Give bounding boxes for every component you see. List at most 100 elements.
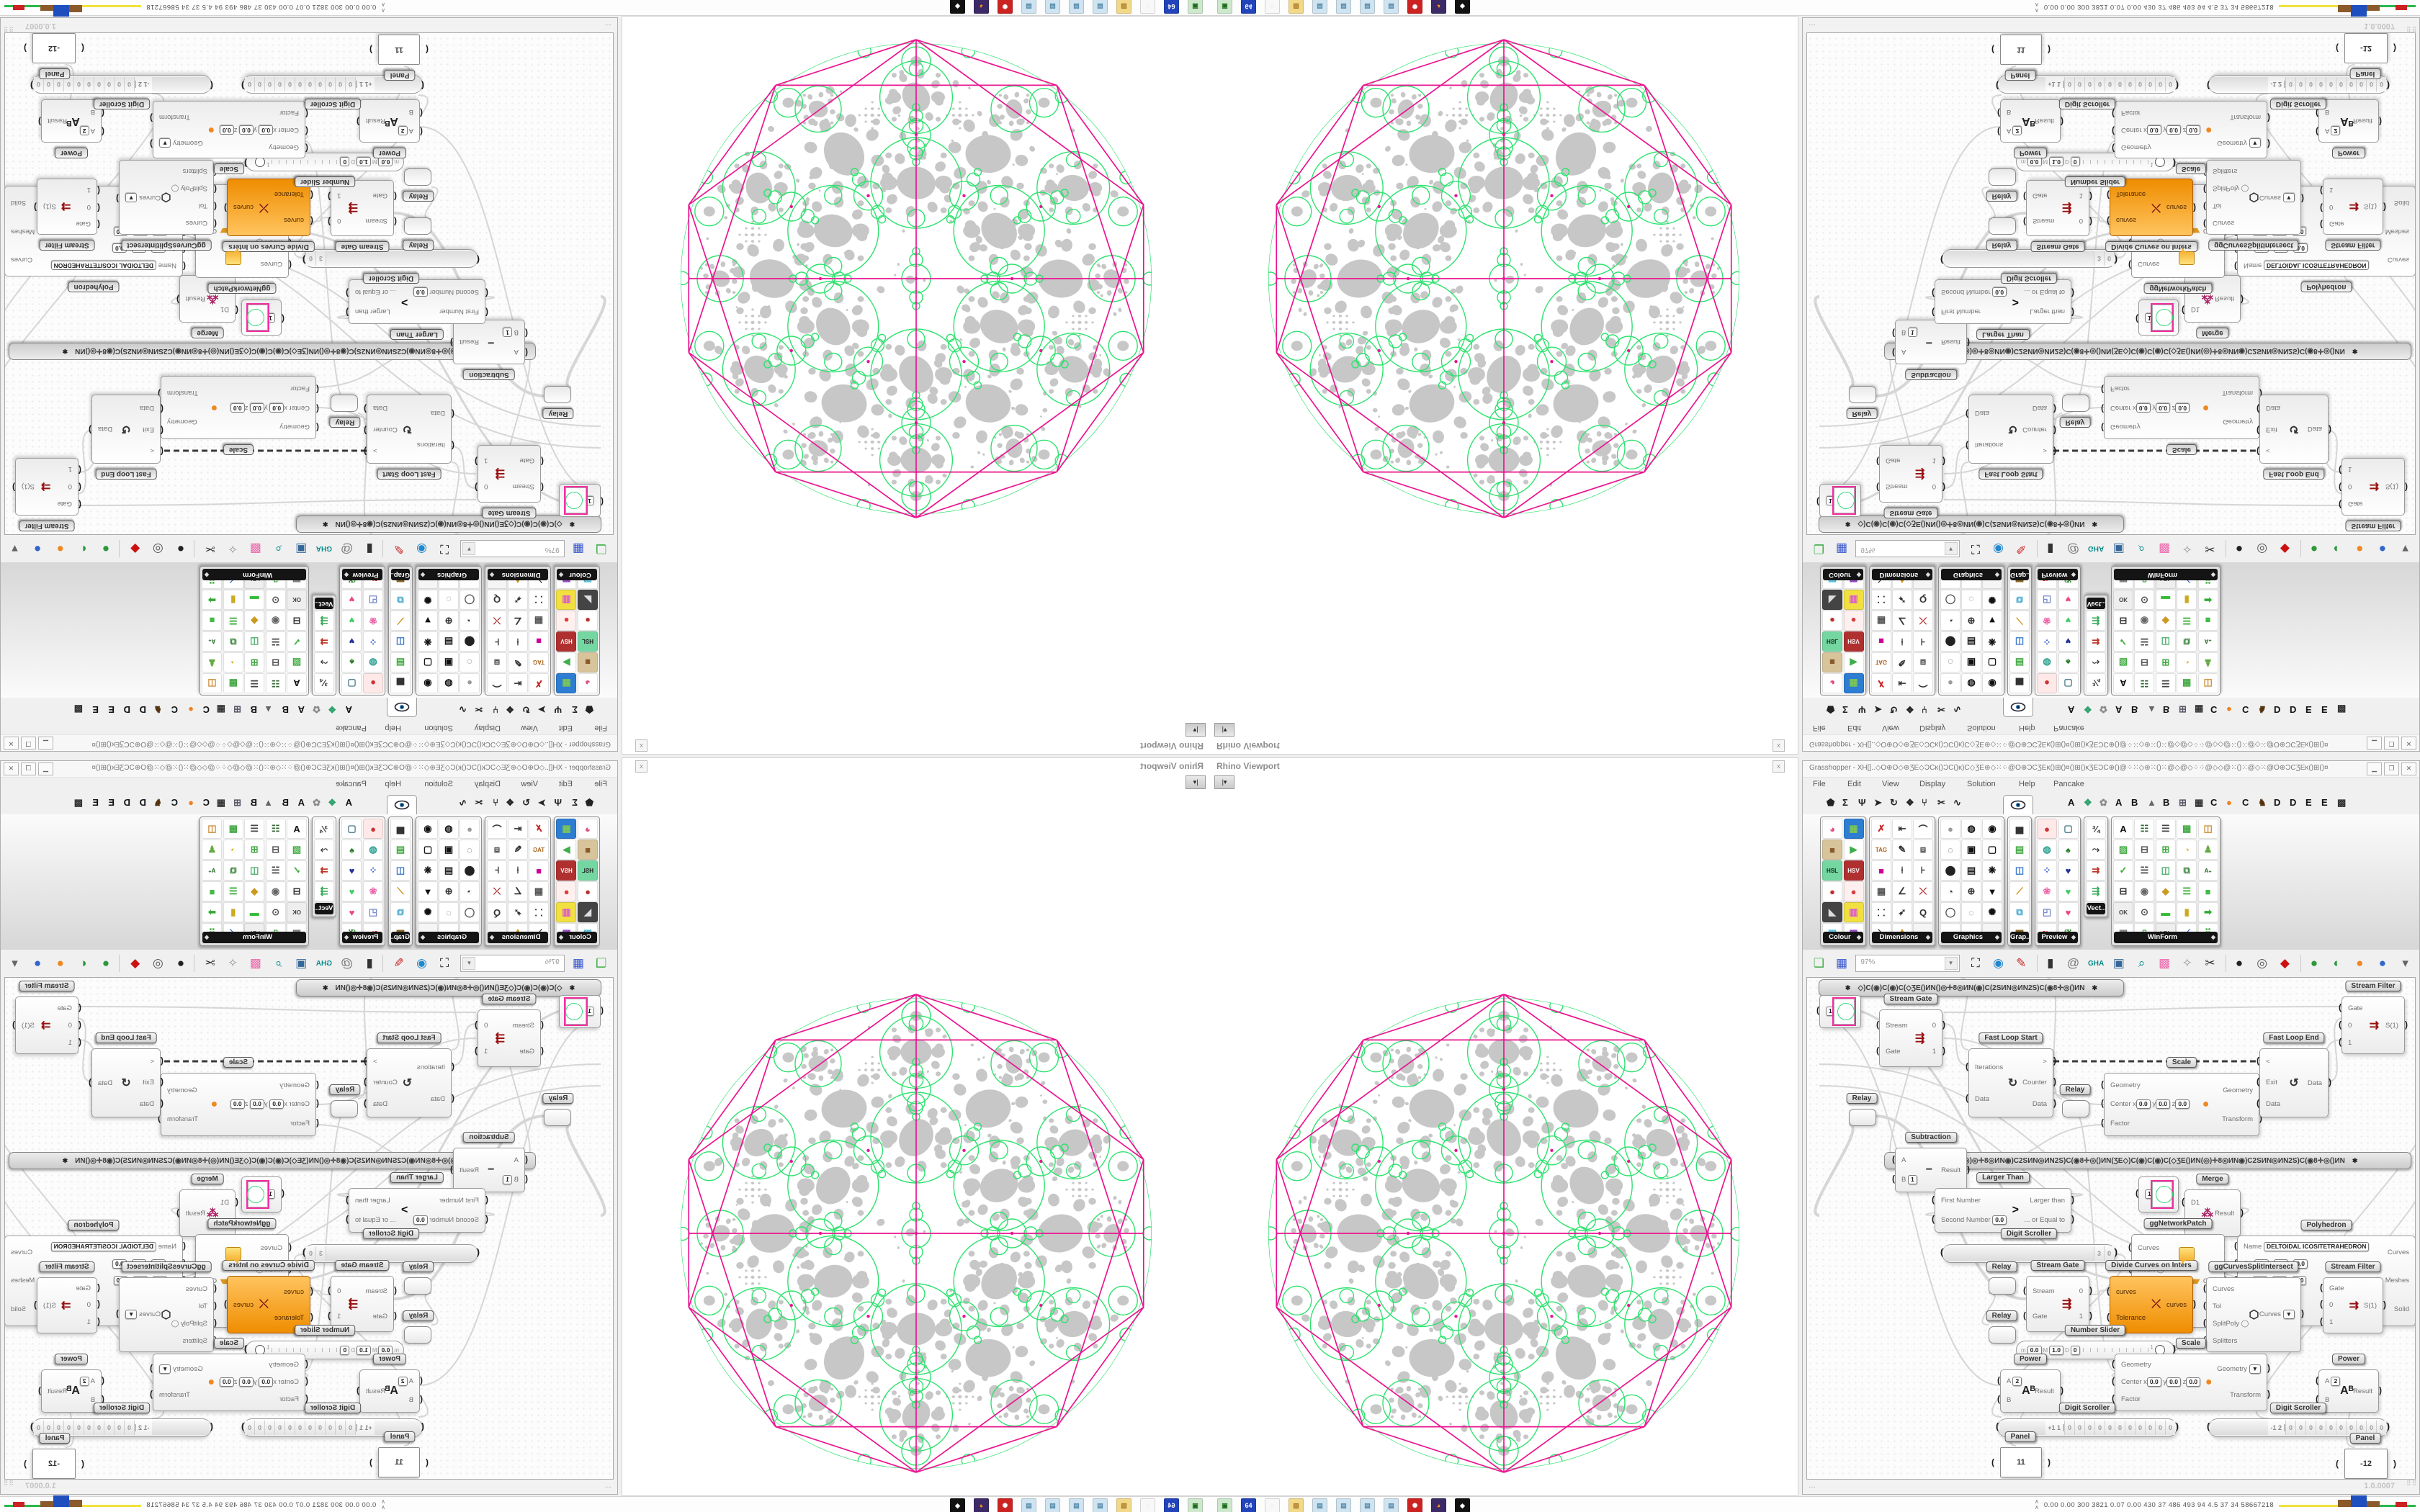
chevron-up-icon[interactable]: ∧ ∧ — [381, 1, 386, 14]
component-icon[interactable]: ⊙ — [2134, 902, 2155, 922]
component-icon[interactable]: ⟋ — [2009, 881, 2030, 901]
input-port[interactable]: A — [503, 1156, 519, 1165]
input-port[interactable]: Tol — [2203, 1301, 2247, 1311]
input-port[interactable]: Stream — [1876, 1020, 1907, 1030]
input-port[interactable]: Stream — [365, 216, 387, 225]
input-port[interactable]: Stream — [1886, 482, 1908, 492]
node-stream-filter-1[interactable]: Gate 0 1 ⇉ S(1) — [15, 458, 79, 516]
node-label-divide-curves[interactable]: Divide Curves on Inters — [2105, 1260, 2197, 1271]
component-icon[interactable]: ▦ — [529, 881, 549, 901]
plugin-tab-icon[interactable]: ▲ — [264, 797, 273, 808]
input-port[interactable]: D1 — [220, 305, 229, 314]
notepad-icon[interactable]: ▤ — [1360, 1498, 1375, 1512]
toolbar-icon[interactable]: ▮ — [2047, 956, 2054, 970]
input-port[interactable]: 1 — [266, 1189, 275, 1200]
menu-solution[interactable]: Solution — [1967, 780, 1996, 788]
input-port[interactable]: B 1 — [1892, 1174, 1917, 1184]
node-label-number-slider[interactable]: Number Slider — [294, 176, 356, 187]
input-port[interactable]: Name DELTOIDAL ICOSITETRAHEDRON — [50, 1242, 176, 1252]
menu-view[interactable]: View — [521, 724, 538, 732]
input-port[interactable]: 0 — [2329, 202, 2344, 212]
palette-label[interactable]: Preview ◆ — [342, 932, 382, 943]
toolbar-icon[interactable]: ⛶ — [440, 542, 449, 556]
component-icon[interactable]: ⧈ — [1913, 840, 1933, 860]
output-port[interactable]: Larger than — [355, 307, 390, 316]
component-icon[interactable]: ⤳ — [2086, 840, 2106, 860]
node-circle-b[interactable]: 1 — [2138, 300, 2179, 336]
component-icon[interactable]: ☱ — [2134, 631, 2155, 652]
node-divide-curves[interactable]: curves Tolerance ⤫ curves — [227, 179, 310, 236]
component-icon[interactable]: ⊟ — [2134, 652, 2155, 672]
input-port[interactable]: < — [2257, 1056, 2280, 1066]
output-port[interactable]: 0 — [2079, 1286, 2093, 1296]
component-icon[interactable]: ✺ — [1982, 902, 2002, 922]
node-label-fast-loop-end[interactable]: Fast Loop End — [95, 469, 157, 480]
toolbar-icon[interactable]: ✧ — [228, 956, 238, 970]
component-icon[interactable]: ◔ — [1940, 611, 1960, 631]
node-label-digit-scroller-3[interactable]: Digit Scroller — [2269, 99, 2327, 109]
category-tab-icon[interactable]: Ψ — [554, 704, 562, 715]
input-port[interactable]: Geometry — [230, 422, 310, 431]
resize-grip-icon[interactable]: ⠿⠿ — [2, 25, 14, 32]
input-port[interactable]: B — [82, 1395, 95, 1405]
component-icon[interactable]: ⊕ — [1961, 881, 1981, 901]
output-port[interactable]: S(1) — [2364, 202, 2377, 212]
component-icon[interactable]: ■ — [1871, 860, 1891, 881]
toolbar-icon[interactable]: ⌕ — [2138, 956, 2146, 970]
component-icon[interactable]: ● — [1843, 881, 1864, 901]
node-label-subtraction[interactable]: Subtraction — [463, 369, 515, 380]
component-icon[interactable]: ◫ — [2155, 631, 2176, 652]
component-icon[interactable]: ◰ — [2037, 590, 2057, 610]
node-relay-3[interactable] — [404, 217, 431, 235]
toolbar-icon[interactable]: ❏ — [596, 542, 607, 556]
input-port[interactable]: A — [1901, 347, 1917, 356]
input-port[interactable]: SplitPoly ◯ — [2213, 184, 2249, 194]
component-icon[interactable]: ➶ — [1892, 590, 1912, 610]
component-icon[interactable]: A₊ — [2197, 631, 2218, 652]
plugin-tab-icon[interactable]: B — [250, 797, 257, 808]
category-tab-icon[interactable]: Σ — [1842, 704, 1848, 715]
component-icon[interactable]: ◌ — [1940, 840, 1960, 860]
category-tab-icon[interactable]: ❖ — [506, 797, 514, 808]
node-circle-a[interactable]: 1 — [1819, 484, 1861, 517]
component-icon[interactable]: ▮ — [2177, 902, 2197, 922]
input-port[interactable]: Stream — [512, 482, 534, 492]
category-tab-icon[interactable]: ↻ — [522, 797, 530, 808]
node-label-digit-scroller-1[interactable]: Digit Scroller — [2000, 1228, 2058, 1239]
input-port[interactable]: Geometry — [230, 1081, 310, 1090]
input-port[interactable]: 1 — [2145, 312, 2154, 323]
input-port[interactable]: 1 — [2329, 185, 2344, 194]
component-icon[interactable]: ⊕ — [439, 881, 459, 901]
input-port[interactable]: D1 — [2182, 1197, 2200, 1207]
node-label-subtraction[interactable]: Subtraction — [1905, 369, 1957, 380]
toolbar-icon[interactable]: ▦ — [1835, 542, 1848, 556]
plugin-tab-icon[interactable]: ▲ — [2147, 797, 2156, 808]
component-icon[interactable]: ☷ — [2134, 673, 2155, 693]
toolbar-icon[interactable]: ▮ — [2047, 542, 2054, 556]
input-port[interactable]: Gate — [2023, 1311, 2055, 1321]
plugin-tab-icon[interactable]: ▩ — [2337, 704, 2347, 715]
palette-label[interactable]: Graphics ◆ — [1941, 932, 2002, 943]
output-port[interactable]: Curves ▼ — [2259, 1309, 2304, 1320]
component-icon[interactable]: ⊦ — [1913, 631, 1933, 652]
plugin-tab-icon[interactable]: ⊞ — [2179, 704, 2187, 715]
input-port[interactable]: 1 — [76, 1318, 91, 1327]
input-port[interactable]: Data — [2257, 1099, 2280, 1109]
plugin-tab-icon[interactable]: D — [139, 704, 146, 715]
rhino-viewport-panel[interactable]: Rhino Viewport x |▾ — [1210, 757, 1798, 1496]
input-port[interactable]: Tolerance — [2107, 1313, 2146, 1323]
notepad-icon[interactable]: ▤ — [1336, 1498, 1351, 1512]
component-icon[interactable]: ⊞ — [244, 652, 265, 672]
node-subtraction[interactable]: A B 1−Result — [453, 1148, 525, 1192]
component-icon[interactable]: ● — [1822, 881, 1842, 901]
node-larger-than[interactable]: First Number Second Number 0.0 > Larger tha… — [1935, 279, 2071, 324]
component-icon[interactable]: ▢ — [341, 819, 362, 839]
input-port[interactable]: D1 — [2191, 305, 2200, 314]
input-port[interactable]: Gate — [512, 456, 534, 466]
component-icon[interactable]: ▤ — [1961, 860, 1981, 881]
chevron-down-icon[interactable]: ▼ — [462, 542, 476, 555]
input-port[interactable]: Data — [417, 1094, 445, 1104]
palette-label[interactable]: Vect..◆ — [315, 598, 333, 609]
